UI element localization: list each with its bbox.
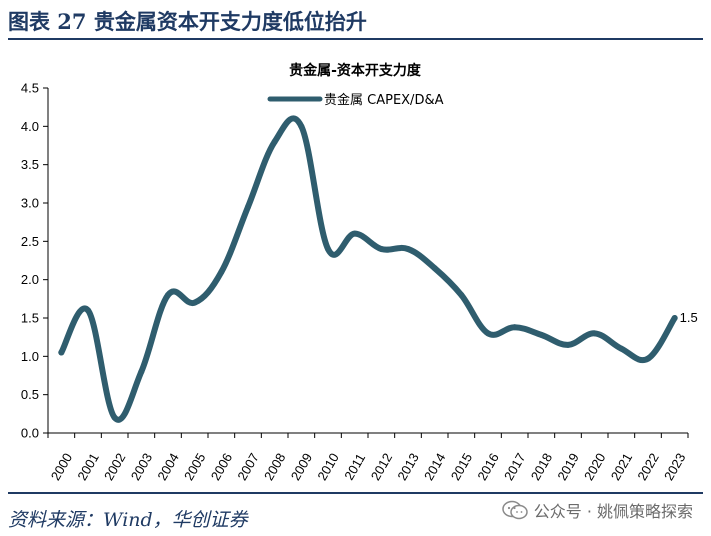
data-point-2002 <box>111 414 118 421</box>
data-point-2022 <box>645 355 651 362</box>
y-tick-label: 2.0 <box>21 272 39 287</box>
y-tick-label: 0.5 <box>21 387 39 402</box>
x-tick-label: 2023 <box>661 450 688 483</box>
watermark-text: 公众号 · 姚佩策略探索 <box>533 502 693 521</box>
x-tick-label: 2006 <box>208 450 235 483</box>
x-tick-label: 2015 <box>448 450 475 483</box>
chart-title: 贵金属-资本开支力度 <box>289 62 422 79</box>
data-point-2016 <box>485 330 491 337</box>
data-point-2021 <box>618 345 625 352</box>
x-tick-label: 2007 <box>234 450 261 483</box>
data-point-2019 <box>565 341 571 348</box>
x-tick-label: 2004 <box>154 450 181 483</box>
x-tick-label: 2020 <box>581 450 608 483</box>
x-tick-label: 2001 <box>74 450 101 483</box>
data-point-2018 <box>538 331 545 338</box>
series-points <box>58 123 678 421</box>
x-axis-ticks: 2000 2001 2002 2003 2004 2005 2006 2007 2008 2009… <box>47 433 689 483</box>
data-point-2014 <box>431 265 438 272</box>
data-point-2006 <box>218 269 225 275</box>
x-tick-label: 2012 <box>368 450 395 483</box>
y-tick-label: 4.5 <box>21 81 39 96</box>
x-tick-label: 2005 <box>181 450 208 483</box>
figure-title: 图表 27 贵金属资本开支力度低位抬升 <box>8 9 367 34</box>
y-tick-label: 4.0 <box>21 119 39 134</box>
y-tick-label: 3.5 <box>21 157 39 172</box>
x-tick-label: 2003 <box>128 450 155 483</box>
data-point-2020 <box>591 330 598 337</box>
legend-label: 贵金属 CAPEX/D&A <box>324 92 444 108</box>
data-point-2013 <box>405 246 411 252</box>
data-label-2023: 1.5 <box>680 310 698 325</box>
x-tick-label: 2014 <box>421 450 448 483</box>
footer-divider <box>8 492 703 494</box>
line-chart: 贵金属-资本开支力度 贵金属 CAPEX/D&A 0.0 0.5 1.0 1.5 2.0… <box>21 62 698 483</box>
x-tick-label: 2011 <box>341 451 368 483</box>
data-point-2004 <box>165 292 171 298</box>
y-tick-label: 0.0 <box>21 426 39 441</box>
data-point-2017 <box>511 324 518 331</box>
series-line-capex-da <box>58 115 678 423</box>
x-tick-label: 2021 <box>608 450 635 483</box>
source-note: 资料来源：Wind，华创证券 <box>8 509 248 531</box>
data-point-2008 <box>271 138 278 145</box>
x-tick-label: 2010 <box>314 450 341 483</box>
data-point-2010 <box>325 246 331 252</box>
y-axis-ticks: 0.0 0.5 1.0 1.5 2.0 2.5 3.0 3.5 4.0 4.5 <box>21 81 48 441</box>
y-tick-label: 2.5 <box>21 234 39 249</box>
x-tick-label: 2009 <box>288 450 315 483</box>
data-point-2015 <box>458 292 465 298</box>
data-point-2005 <box>191 299 198 306</box>
data-point-2011 <box>351 230 358 237</box>
x-tick-label: 2000 <box>48 450 75 483</box>
data-point-2000 <box>58 349 65 356</box>
wechat-icon <box>501 500 528 520</box>
data-point-2007 <box>245 203 251 210</box>
x-tick-label: 2022 <box>634 450 661 483</box>
y-tick-label: 1.5 <box>21 311 39 326</box>
x-tick-label: 2013 <box>394 450 421 483</box>
x-tick-label: 2016 <box>474 450 501 483</box>
data-point-2009 <box>298 123 305 130</box>
x-tick-label: 2002 <box>101 450 128 483</box>
x-tick-label: 2008 <box>261 450 288 483</box>
data-point-2003 <box>138 368 145 375</box>
x-tick-label: 2018 <box>528 450 555 483</box>
x-tick-label: 2019 <box>554 450 581 483</box>
y-tick-label: 1.0 <box>21 349 39 364</box>
data-point-2001 <box>85 307 91 314</box>
data-point-2012 <box>378 246 385 252</box>
legend: 贵金属 CAPEX/D&A <box>267 92 444 108</box>
x-tick-label: 2017 <box>501 450 528 483</box>
title-divider <box>8 38 703 40</box>
watermark: 公众号 · 姚佩策略探索 <box>501 498 693 522</box>
y-tick-label: 3.0 <box>21 196 39 211</box>
data-point-2023 <box>671 315 678 321</box>
